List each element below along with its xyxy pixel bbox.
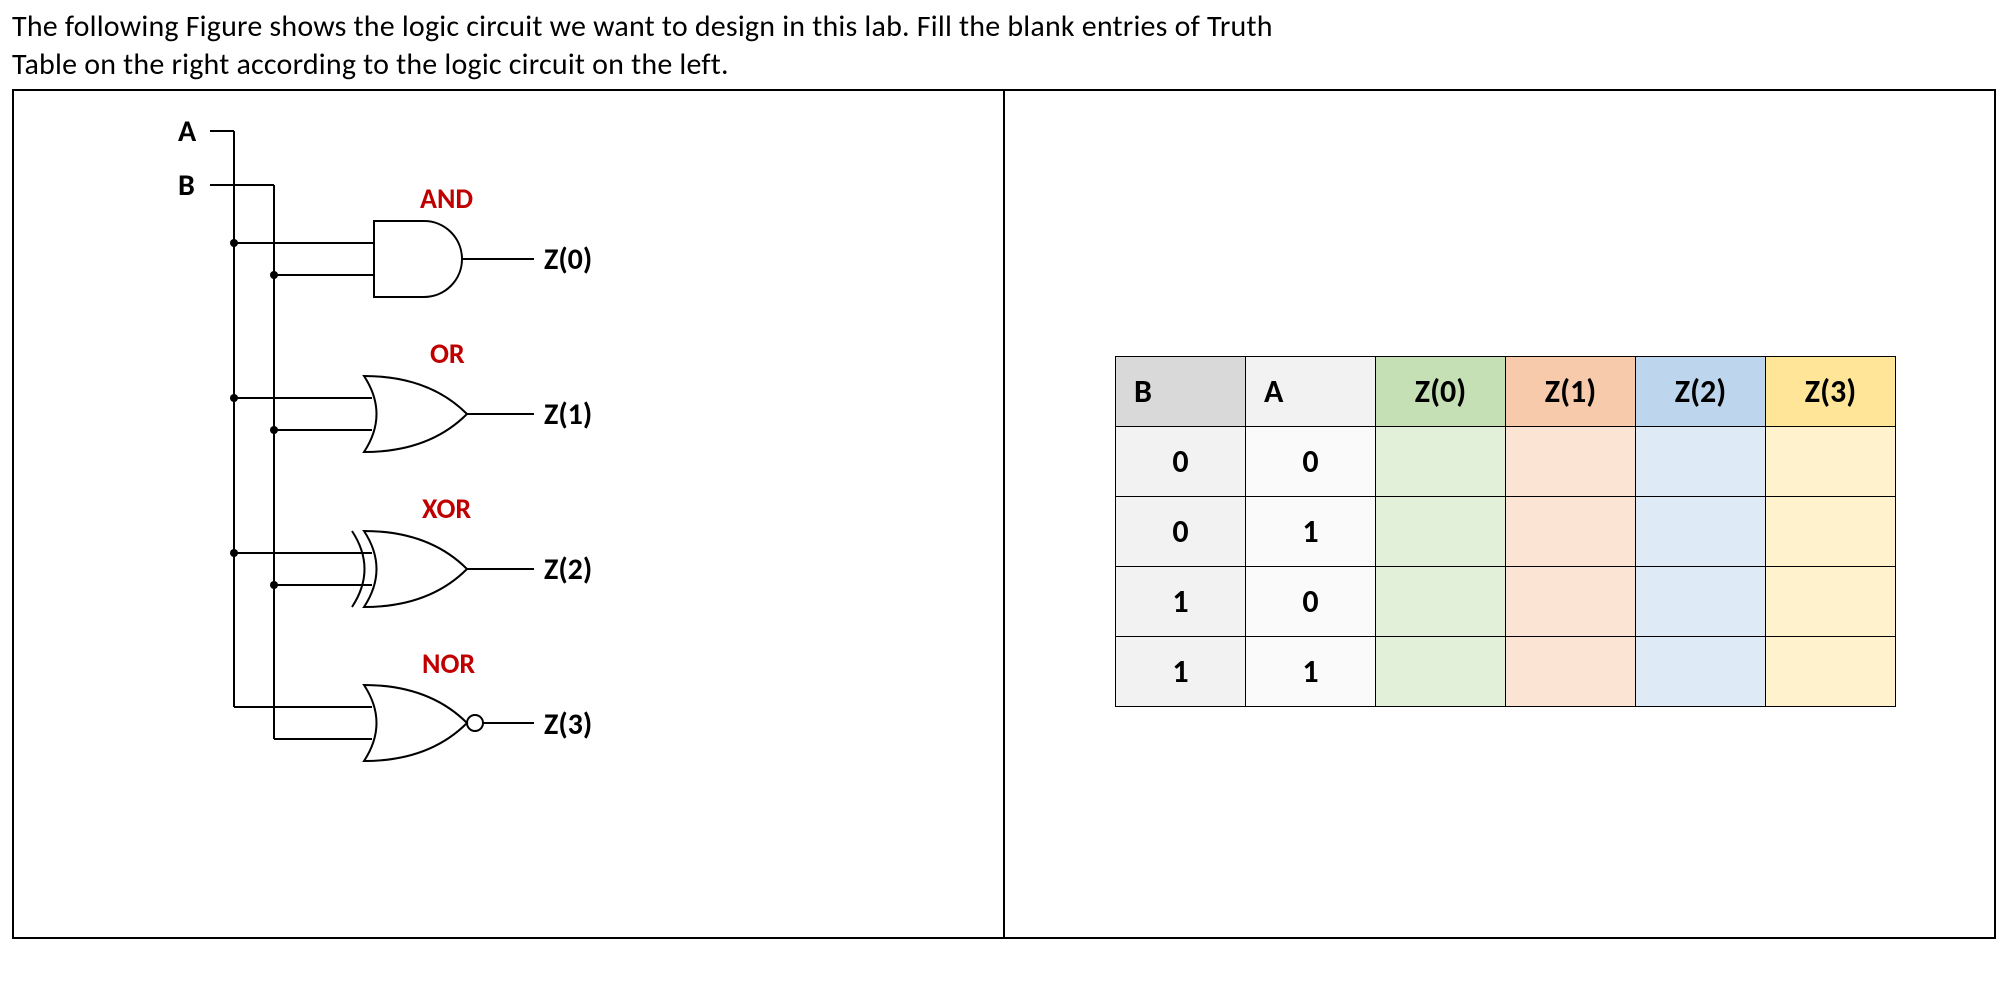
and-gate-label: AND [420, 181, 473, 216]
xor-output-label: Z(2) [544, 551, 592, 588]
table-row: 1 0 [1116, 567, 1896, 637]
table-row: 1 1 [1116, 637, 1896, 707]
input-b-label: B [178, 167, 195, 204]
intro-text: The following Figure shows the logic cir… [12, 8, 1996, 83]
table-header-row: B A Z(0) Z(1) Z(2) Z(3) [1116, 357, 1896, 427]
cell-a: 1 [1246, 637, 1376, 707]
nor-gate-label: NOR [422, 646, 475, 681]
table-row: 0 0 [1116, 427, 1896, 497]
cell-b: 1 [1116, 567, 1246, 637]
cell-a: 1 [1246, 497, 1376, 567]
circuit-panel: A B AND Z(0) OR Z(1) XOR Z(2) NOR Z(3) [14, 91, 1005, 937]
col-header-z0: Z(0) [1376, 357, 1506, 427]
cell-z0[interactable] [1376, 427, 1506, 497]
cell-b: 0 [1116, 497, 1246, 567]
cell-z2[interactable] [1636, 567, 1766, 637]
intro-line-2: Table on the right according to the logi… [12, 46, 729, 83]
truth-table: B A Z(0) Z(1) Z(2) Z(3) 0 0 [1115, 356, 1896, 707]
cell-z1[interactable] [1506, 497, 1636, 567]
cell-b: 0 [1116, 427, 1246, 497]
cell-z3[interactable] [1766, 427, 1896, 497]
cell-z2[interactable] [1636, 427, 1766, 497]
cell-z1[interactable] [1506, 567, 1636, 637]
cell-a: 0 [1246, 567, 1376, 637]
or-output-label: Z(1) [544, 396, 592, 433]
cell-z0[interactable] [1376, 637, 1506, 707]
xor-gate-label: XOR [422, 491, 471, 526]
col-header-z2: Z(2) [1636, 357, 1766, 427]
cell-z0[interactable] [1376, 567, 1506, 637]
col-header-b: B [1116, 357, 1246, 427]
cell-z2[interactable] [1636, 497, 1766, 567]
cell-z1[interactable] [1506, 637, 1636, 707]
or-gate-label: OR [430, 336, 465, 371]
cell-z1[interactable] [1506, 427, 1636, 497]
col-header-z1: Z(1) [1506, 357, 1636, 427]
nor-output-label: Z(3) [544, 706, 592, 743]
figure-panel: A B AND Z(0) OR Z(1) XOR Z(2) NOR Z(3) [12, 89, 1996, 939]
truth-table-panel: B A Z(0) Z(1) Z(2) Z(3) 0 0 [1005, 91, 1994, 937]
cell-z0[interactable] [1376, 497, 1506, 567]
cell-z3[interactable] [1766, 637, 1896, 707]
cell-a: 0 [1246, 427, 1376, 497]
cell-z3[interactable] [1766, 497, 1896, 567]
cell-z3[interactable] [1766, 567, 1896, 637]
table-row: 0 1 [1116, 497, 1896, 567]
col-header-z3: Z(3) [1766, 357, 1896, 427]
input-a-label: A [178, 113, 196, 150]
cell-z2[interactable] [1636, 637, 1766, 707]
logic-circuit: A B AND Z(0) OR Z(1) XOR Z(2) NOR Z(3) [174, 111, 734, 901]
col-header-a: A [1246, 357, 1376, 427]
cell-b: 1 [1116, 637, 1246, 707]
and-output-label: Z(0) [544, 241, 592, 278]
intro-line-1: The following Figure shows the logic cir… [12, 8, 1273, 45]
